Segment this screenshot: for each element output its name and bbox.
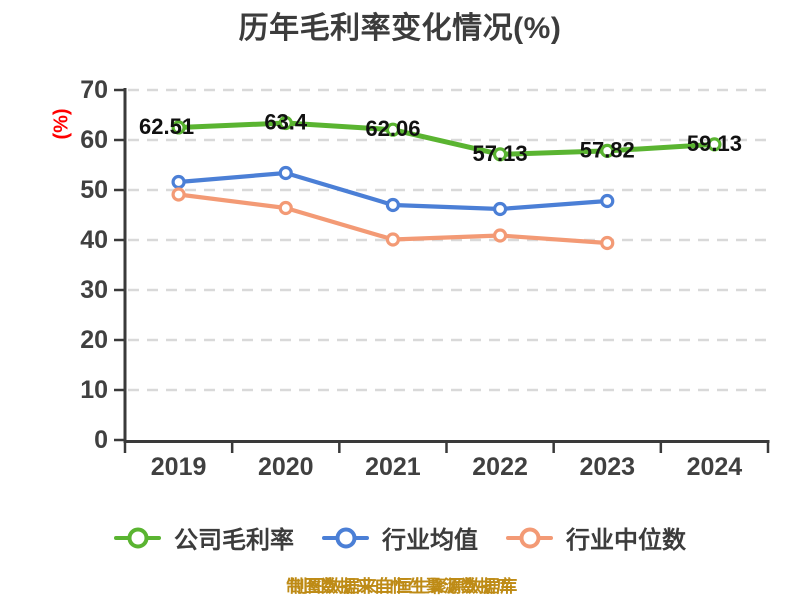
y-tick-label-70: 70 xyxy=(80,76,108,104)
y-tick-label-60: 60 xyxy=(80,126,108,154)
x-tick-label-2019: 2019 xyxy=(151,453,207,481)
data-label-57.13: 57.13 xyxy=(473,141,528,166)
data-label-62.06: 62.06 xyxy=(365,116,420,141)
series-0-marker-2022 xyxy=(492,147,508,162)
x-tick-label-2023: 2023 xyxy=(579,453,635,481)
legend-item-industry-median: 行业中位数 xyxy=(506,520,686,555)
series-line-0 xyxy=(176,120,717,157)
series-1-marker-2019 xyxy=(171,174,186,190)
series-1-marker-2021 xyxy=(385,197,401,213)
data-label-59.13: 59.13 xyxy=(687,131,742,156)
data-label-62.51: 62.51 xyxy=(139,114,194,139)
series-2-marker-2022 xyxy=(492,228,508,243)
series-0-marker-2023 xyxy=(600,143,615,158)
x-tick-label-2022: 2022 xyxy=(472,453,528,481)
y-tick-label-30: 30 xyxy=(80,276,108,304)
series-0-marker-2024 xyxy=(707,137,722,152)
series-2-marker-2023 xyxy=(600,235,615,251)
series-1-marker-2022 xyxy=(492,201,508,217)
legend-label: 行业均值 xyxy=(382,527,478,554)
chart-title: 历年毛利率变化情况(%) xyxy=(238,12,562,45)
y-tick-label-10: 10 xyxy=(80,376,108,404)
series-2-marker-2020 xyxy=(278,200,293,216)
legend-line-circle-icon-blue xyxy=(322,525,369,551)
data-source-footer: 制图数据来自恒生聚源数据库 xyxy=(286,577,514,596)
legend-line-circle-icon-orange xyxy=(506,525,553,551)
legend-label: 行业中位数 xyxy=(566,527,686,554)
y-tick-label-0: 0 xyxy=(94,426,108,454)
x-tick-label-2024: 2024 xyxy=(687,453,743,481)
legend-line-circle-icon-green xyxy=(114,525,161,551)
y-axis-title-percent: (%) xyxy=(50,108,73,140)
series-1-marker-2023 xyxy=(600,193,615,209)
data-label-63.4: 63.4 xyxy=(264,110,308,135)
x-tick-label-2021: 2021 xyxy=(365,453,421,481)
data-label-57.82: 57.82 xyxy=(580,137,635,162)
series-2-marker-2021 xyxy=(385,232,401,247)
y-tick-label-50: 50 xyxy=(80,176,108,204)
series-0-marker-2021 xyxy=(385,122,401,137)
legend-item-industry-average: 行业均值 xyxy=(322,520,478,555)
legend-item-company-gross-margin: 公司毛利率 xyxy=(114,520,294,555)
series-1-marker-2020 xyxy=(278,165,293,181)
y-tick-label-40: 40 xyxy=(80,226,108,254)
x-tick-label-2020: 2020 xyxy=(258,453,314,481)
chart-legend: 公司毛利率 行业均值 行业中位数 xyxy=(0,520,800,555)
series-0-marker-2020 xyxy=(278,115,293,131)
series-0-marker-2019 xyxy=(171,120,186,135)
y-tick-label-20: 20 xyxy=(80,326,108,354)
series-2-marker-2019 xyxy=(171,187,186,202)
legend-label: 公司毛利率 xyxy=(174,527,294,554)
